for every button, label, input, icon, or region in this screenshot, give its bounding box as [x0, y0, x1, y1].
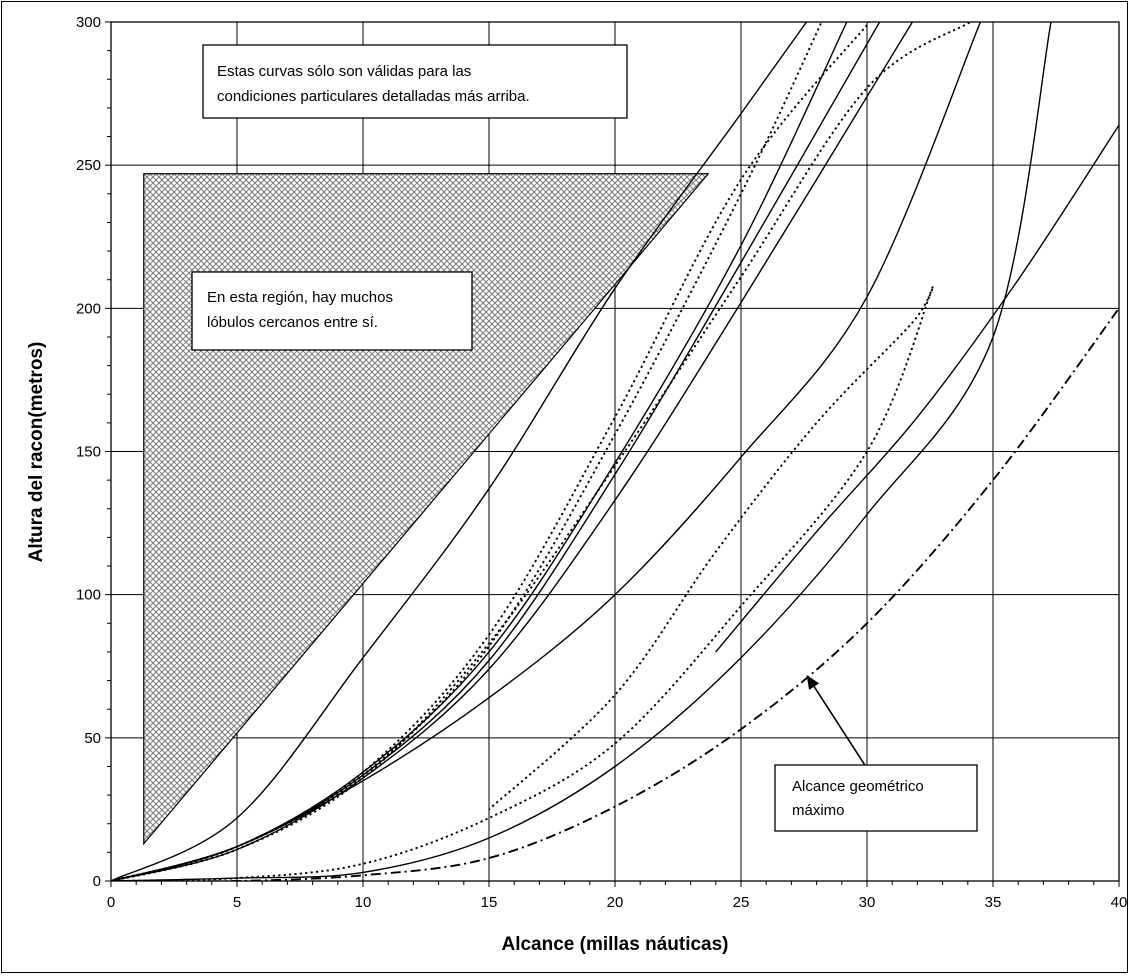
x-tick-label: 5: [233, 894, 241, 911]
x-tick-label: 40: [1111, 894, 1128, 911]
series-line-11-dotted: [111, 285, 934, 881]
series-line-9-dotted: [111, 22, 871, 881]
region-note-line-2: lóbulos cercanos entre sí.: [207, 314, 378, 331]
x-tick-label: 30: [859, 894, 876, 911]
x-tick-label: 25: [733, 894, 750, 911]
geometric-range-note: Alcance geométrico máximo: [774, 764, 978, 832]
validity-note-line-1: Estas curvas sólo son válidas para las: [217, 63, 471, 80]
y-tick-label: 0: [93, 873, 101, 890]
x-tick-label: 35: [985, 894, 1002, 911]
x-tick-label: 0: [107, 894, 115, 911]
geometric-range-line-2: máximo: [792, 802, 845, 819]
series-layer: [111, 22, 1119, 881]
validity-note-box: [202, 44, 628, 119]
geometric-range-line-1: Alcance geométrico: [792, 778, 924, 795]
series-line-8-dotted: [111, 22, 823, 881]
validity-note: Estas curvas sólo son válidas para las c…: [202, 44, 628, 119]
region-note-box: [191, 271, 473, 351]
series-line-7-solid: [715, 124, 1119, 653]
y-tick-label: 300: [76, 14, 101, 31]
y-tick-label: 200: [76, 300, 101, 317]
region-note: En esta región, hay muchos lóbulos cerca…: [191, 271, 473, 351]
y-axis-title: Altura del racon(metros): [26, 342, 47, 563]
series-line-1-solid: [111, 22, 808, 881]
tick-labels: 0 5 10 15 20 25 30 35 40 0 50 100 150 200 250 300: [76, 14, 1127, 911]
series-line-6-solid: [111, 22, 1052, 881]
y-tick-label: 150: [76, 444, 101, 461]
series-line-5-solid: [111, 22, 982, 881]
validity-note-line-2: condiciones particulares detalladas más …: [217, 88, 530, 105]
y-tick-label: 50: [84, 730, 101, 747]
y-tick-label: 100: [76, 587, 101, 604]
annotation-arrow-head: [806, 674, 820, 690]
region-note-line-1: En esta región, hay muchos: [207, 289, 393, 306]
series-line-12-dash-dot: [111, 307, 1119, 881]
x-axis-title: Alcance (millas náuticas): [501, 934, 728, 955]
x-tick-label: 10: [355, 894, 372, 911]
y-tick-label: 250: [76, 157, 101, 174]
geometric-range-note-box: [774, 764, 978, 832]
x-tick-label: 15: [481, 894, 498, 911]
ticks: [105, 21, 1120, 887]
series-line-10-dotted: [111, 22, 971, 881]
x-tick-label: 20: [607, 894, 624, 911]
